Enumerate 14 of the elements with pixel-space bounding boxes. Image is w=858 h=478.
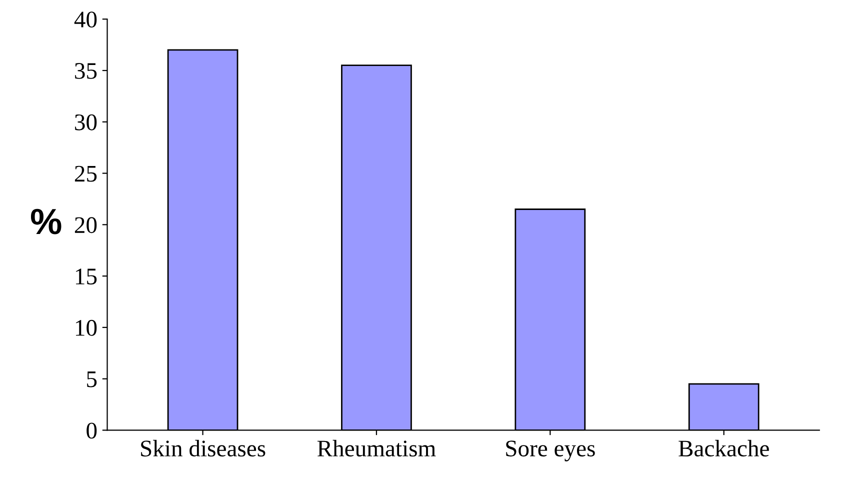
y-tick-label: 5 xyxy=(87,372,97,388)
y-tick-label: 10 xyxy=(76,320,97,336)
y-axis-title: % xyxy=(30,208,62,234)
y-tick-label: 0 xyxy=(86,422,97,439)
y-tick-label: 30 xyxy=(75,114,97,130)
x-tick-label: Backache xyxy=(678,440,769,457)
x-tick-label: Skin diseases xyxy=(141,440,266,457)
y-tick-label: 35 xyxy=(75,63,97,79)
y-tick-label: 40 xyxy=(74,12,97,28)
y-tick-label: 20 xyxy=(74,217,97,234)
x-tick-label: Sore eyes xyxy=(506,440,595,462)
y-tick-label: 25 xyxy=(74,166,97,182)
x-tick-label: Rheumatism xyxy=(317,440,436,457)
y-tick-label: 15 xyxy=(76,268,97,284)
